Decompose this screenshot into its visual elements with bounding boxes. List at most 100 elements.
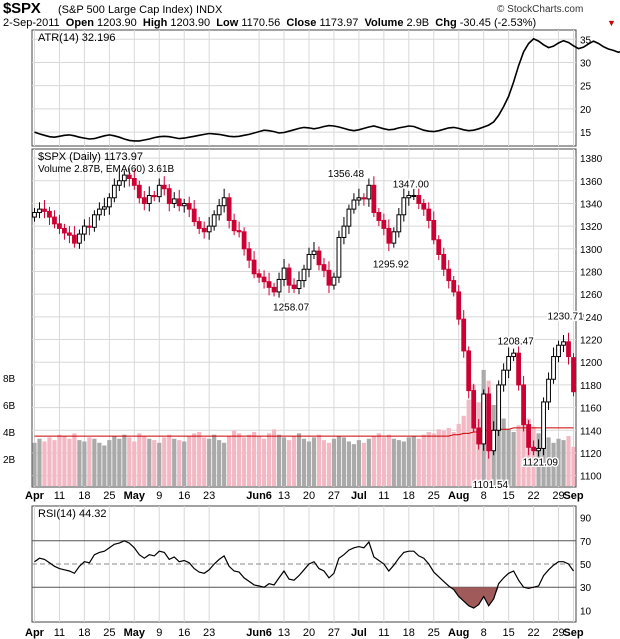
- rsi-y-tick-label: 70: [580, 537, 592, 548]
- candle-body: [511, 352, 517, 358]
- candle-body: [196, 221, 202, 229]
- x-axis-label: 18: [78, 627, 90, 639]
- candle-body: [101, 206, 107, 210]
- candle-body: [271, 286, 277, 293]
- volume-bar: [122, 434, 127, 486]
- price-y-tick-label: 1100: [580, 472, 602, 483]
- x-axis-label: 15: [502, 627, 514, 639]
- low-value: 1170.56: [241, 17, 281, 29]
- volume-bar: [261, 438, 267, 486]
- ticker-symbol: $SPX: [3, 0, 41, 17]
- volume-bar: [501, 418, 506, 486]
- candle-body: [346, 208, 352, 227]
- rsi-oversold-fill: [448, 587, 534, 609]
- volume-bar: [266, 433, 272, 486]
- candle-body: [501, 369, 507, 386]
- high-label: High: [142, 17, 168, 29]
- volume-bar: [62, 436, 67, 486]
- atr-legend: ATR(14) 32.196: [38, 32, 115, 44]
- candle-body: [531, 446, 536, 452]
- rsi-line: [34, 540, 574, 609]
- volume-bar: [346, 441, 352, 486]
- x-axis-label: Sep: [563, 627, 583, 639]
- volume-bar: [117, 438, 122, 486]
- volume-bar: [142, 436, 147, 486]
- candle-body: [436, 239, 442, 255]
- volume-bar: [167, 434, 172, 486]
- chg-value: -30.45 (-2.53%): [459, 17, 537, 29]
- candle-body: [181, 202, 187, 207]
- candle-body: [411, 195, 417, 198]
- index-name: (S&P 500 Large Cap Index) INDX: [58, 4, 222, 16]
- x-axis-label: 22: [527, 627, 539, 639]
- rsi-legend: RSI(14) 44.32: [38, 508, 106, 520]
- low-label: Low: [216, 17, 239, 29]
- price-y-tick-label: 1260: [580, 290, 603, 301]
- volume-bar: [416, 438, 421, 486]
- price-legend: $SPX (Daily) 1173.97: [38, 151, 143, 163]
- candle-body: [521, 384, 526, 426]
- x-axis-label: 20: [303, 627, 315, 639]
- volume-bar: [256, 436, 262, 486]
- candle-body: [391, 231, 397, 244]
- x-axis-label: 23: [203, 490, 215, 502]
- price-annotation: 1258.07: [273, 302, 310, 313]
- candle-body: [486, 393, 492, 452]
- price-annotation: 1295.92: [373, 259, 410, 270]
- x-axis-label: Aug: [448, 627, 469, 639]
- volume-bar: [197, 432, 202, 486]
- volume-bar: [147, 438, 152, 486]
- price-y-tick-label: 1160: [580, 404, 602, 415]
- price-annotation: 1347.00: [393, 180, 430, 191]
- volume-bar: [451, 432, 456, 486]
- x-axis-label: 18: [78, 490, 90, 502]
- candle-body: [236, 230, 242, 233]
- volume-bar: [286, 440, 292, 486]
- volume-bar: [361, 442, 366, 486]
- volume-bar: [42, 441, 47, 486]
- volume-bar: [127, 437, 132, 486]
- x-axis-label: 9: [156, 490, 162, 502]
- volume-bar: [242, 437, 247, 486]
- volume-bar: [371, 436, 376, 486]
- x-axis-label: 16: [178, 490, 190, 502]
- candle-body: [351, 199, 357, 210]
- x-axis-label: 29: [552, 490, 564, 502]
- volume-value: 2.9B: [406, 17, 430, 29]
- volume-bar: [82, 441, 87, 486]
- open-value: 1203.90: [96, 17, 137, 29]
- price-y-tick-label: 1280: [580, 267, 603, 278]
- volume-bar: [466, 399, 471, 486]
- x-axis-label: Apr: [25, 490, 45, 502]
- chg-label: Chg: [435, 17, 457, 29]
- x-axis-label: 8: [481, 490, 487, 502]
- candle-body: [126, 174, 132, 179]
- candle-body: [426, 208, 432, 221]
- atr-y-tick-label: 30: [580, 58, 592, 69]
- volume-bar: [207, 438, 212, 486]
- x-axis-label: May: [124, 627, 146, 639]
- x-axis-label: 15: [502, 490, 514, 502]
- atr-y-tick-label: 15: [580, 128, 592, 139]
- x-axis-label: Jun6: [246, 490, 272, 502]
- volume-bar: [97, 442, 102, 486]
- volume-bar: [546, 437, 551, 486]
- candle-body: [151, 195, 157, 198]
- volume-axis-label: 8B: [3, 374, 16, 385]
- candle-body: [261, 276, 267, 283]
- candle-body: [106, 197, 112, 208]
- x-axis-label: May: [124, 490, 146, 502]
- candle-body: [266, 281, 272, 288]
- volume-bar: [67, 438, 72, 486]
- candle-body: [176, 198, 182, 207]
- volume-bar: [556, 438, 561, 486]
- volume-bar: [306, 441, 312, 486]
- candle-body: [96, 208, 102, 216]
- volume-bar: [421, 434, 426, 486]
- candle-body: [52, 216, 57, 225]
- volume-legend: Volume 2.87B, EMA(60) 3.61B: [38, 164, 175, 175]
- candle-body: [111, 184, 117, 199]
- price-annotation: 1121.09: [523, 458, 559, 469]
- volume-bar: [336, 436, 342, 486]
- volume-bar: [566, 436, 571, 486]
